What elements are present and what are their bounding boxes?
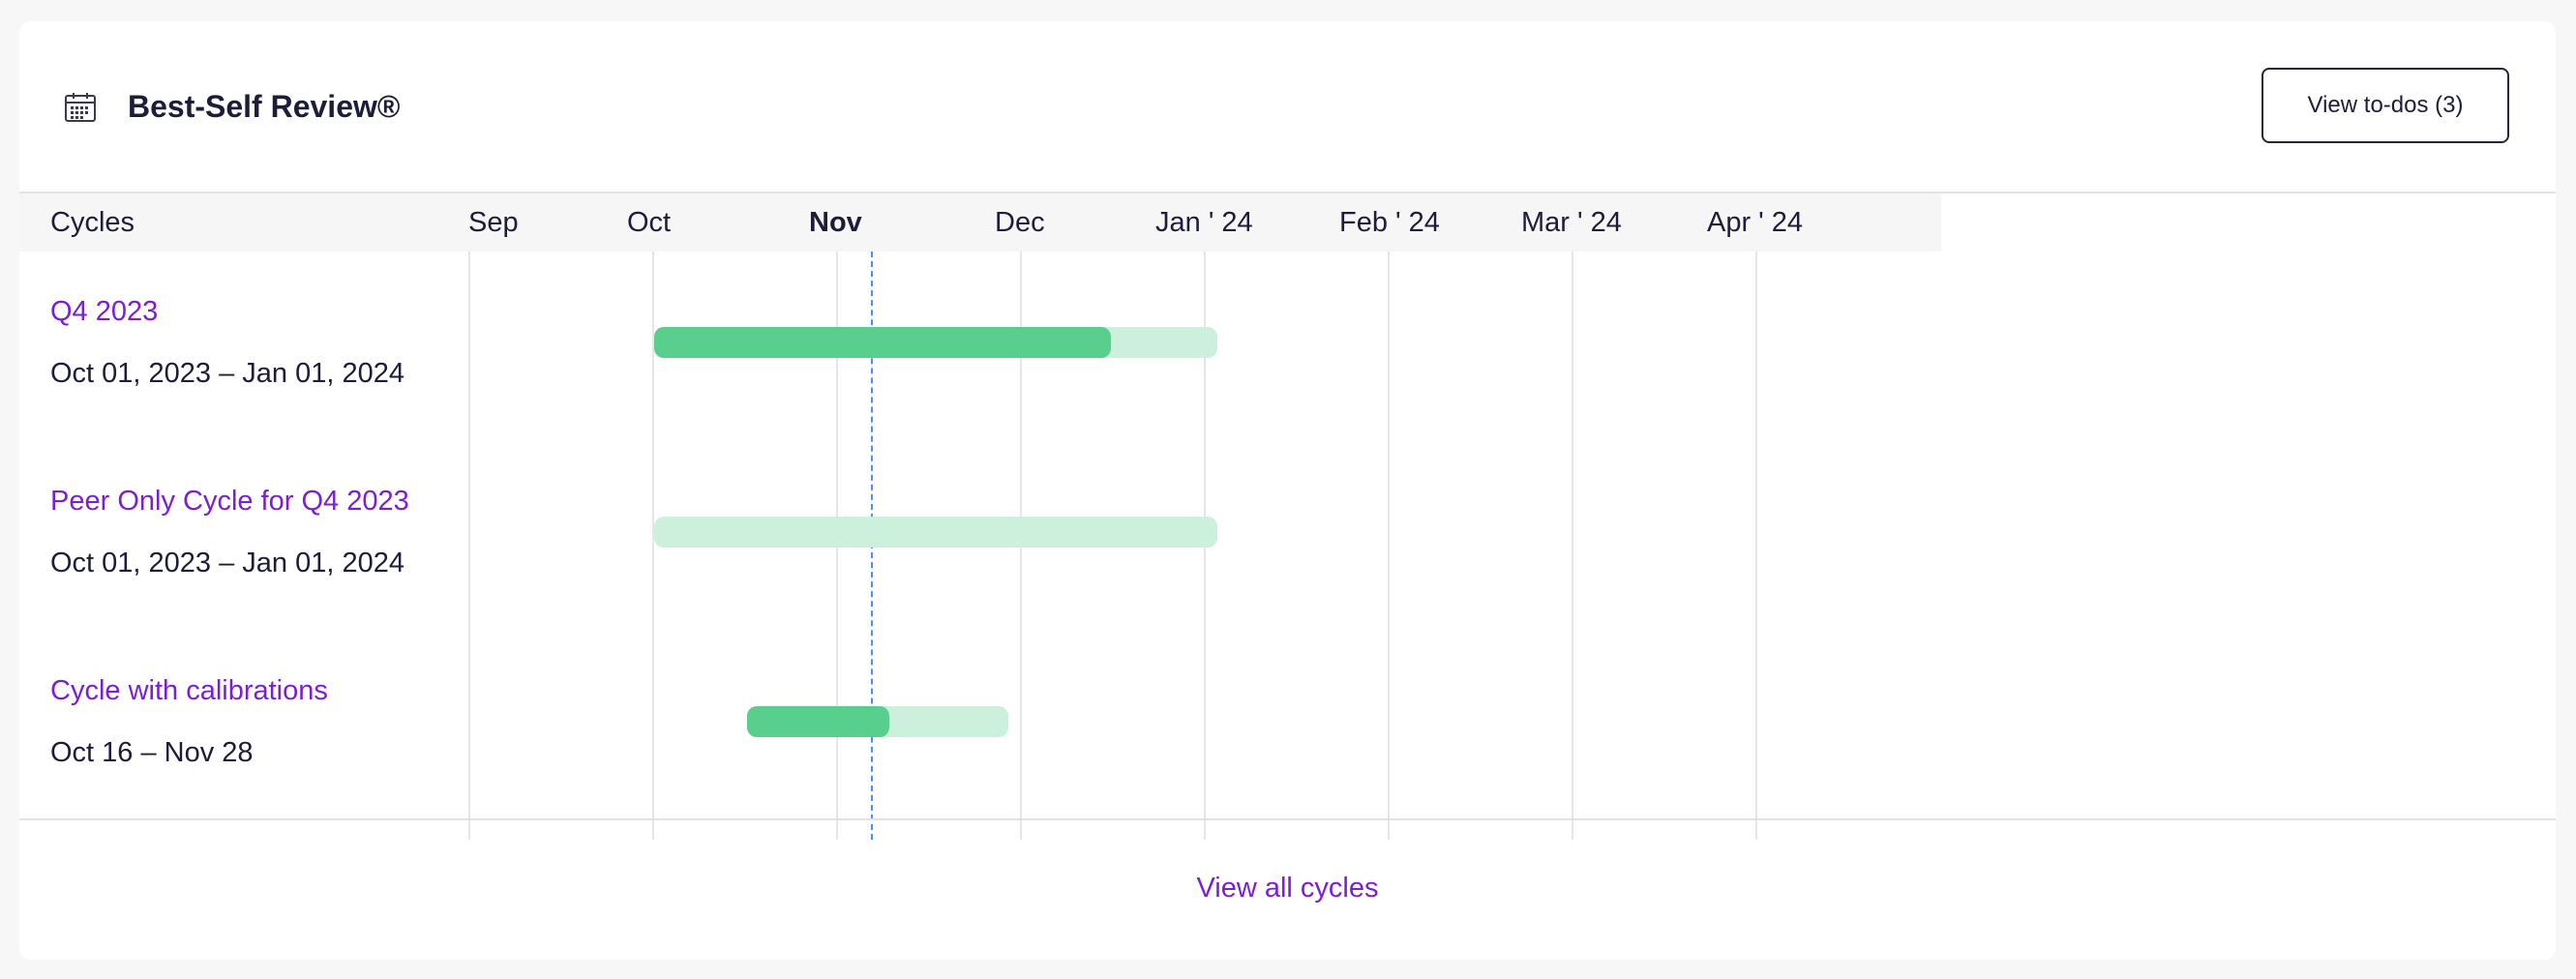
grid-line-feb (1388, 252, 1390, 840)
calendar-icon (65, 93, 96, 122)
month-label-dec: Dec (995, 207, 1045, 238)
grid-line-apr (1755, 252, 1757, 840)
timeline-header (19, 193, 1941, 252)
footer-divider (19, 818, 2556, 820)
cycles-column-header: Cycles (50, 207, 135, 238)
cycle-link-peer-only[interactable]: Peer Only Cycle for Q4 2023 (50, 486, 409, 517)
grid-line-mar (1572, 252, 1573, 840)
month-label-nov: Nov (809, 207, 862, 238)
grid-line-sep (468, 252, 470, 840)
card-header: Best-Self Review® View to-dos (3) (19, 21, 2556, 193)
page-title: Best-Self Review® (128, 89, 401, 124)
month-label-oct: Oct (627, 207, 672, 238)
cycle-bar-progress-q4-2023 (654, 327, 1111, 358)
grid-line-oct (652, 252, 654, 840)
cycle-dates-peer-only: Oct 01, 2023 – Jan 01, 2024 (50, 548, 404, 578)
cycle-link-q4-2023[interactable]: Q4 2023 (50, 296, 159, 327)
cycle-bar-track-peer-only (654, 517, 1217, 548)
cycle-dates-calibrations: Oct 16 – Nov 28 (50, 737, 254, 768)
view-todos-button[interactable]: View to-dos (3) (2261, 68, 2509, 143)
month-label-sep: Sep (468, 207, 519, 238)
month-label-jan: Jan ' 24 (1155, 207, 1253, 238)
cycle-bar-progress-calibrations (747, 706, 889, 737)
view-all-cycles-link[interactable]: View all cycles (1196, 873, 1379, 904)
month-label-mar: Mar ' 24 (1521, 207, 1622, 238)
review-card: Best-Self Review® View to-dos (3) Cycles… (19, 21, 2556, 960)
month-label-apr: Apr ' 24 (1707, 207, 1804, 238)
cycle-link-calibrations[interactable]: Cycle with calibrations (50, 675, 328, 706)
cycle-dates-q4-2023: Oct 01, 2023 – Jan 01, 2024 (50, 358, 404, 389)
month-label-feb: Feb ' 24 (1339, 207, 1440, 238)
